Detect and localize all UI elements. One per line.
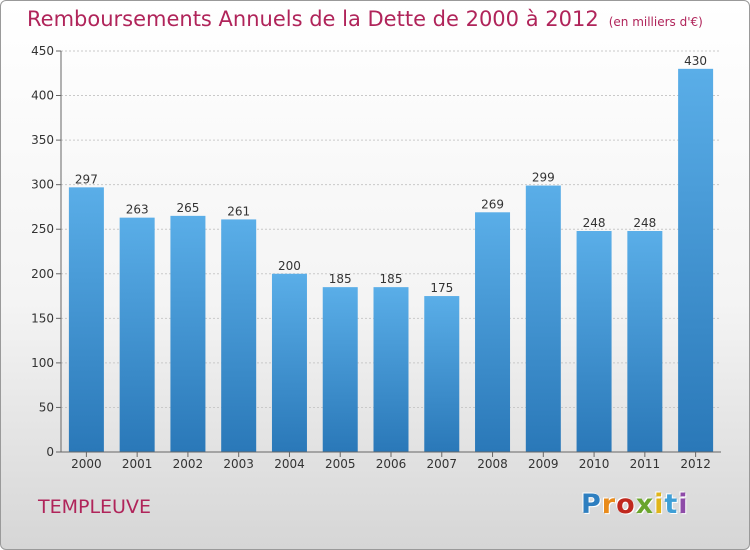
bar-2009 xyxy=(525,185,561,452)
y-tick-label: 200 xyxy=(31,267,54,281)
data-label-2005: 185 xyxy=(329,272,352,286)
bars xyxy=(68,68,714,453)
bar-2007 xyxy=(424,296,460,452)
x-tick-label-2006: 2006 xyxy=(376,457,407,471)
logo-letter: P xyxy=(581,489,602,520)
y-tick-label: 450 xyxy=(31,44,54,58)
commune-name: TEMPLEUVE xyxy=(38,496,151,518)
data-label-2011: 248 xyxy=(633,216,656,230)
x-tick-label-2004: 2004 xyxy=(274,457,305,471)
y-tick-label: 100 xyxy=(31,356,54,370)
data-label-2001: 263 xyxy=(126,203,149,217)
chart-subtitle: (en milliers d'€) xyxy=(608,15,703,29)
data-label-2004: 200 xyxy=(278,259,301,273)
chart-title: Remboursements Annuels de la Dette de 20… xyxy=(27,7,703,31)
y-tick-label: 250 xyxy=(31,222,54,236)
data-label-2003: 261 xyxy=(227,204,250,218)
logo-letter: x xyxy=(635,489,655,520)
logo-letter: r xyxy=(601,489,617,520)
x-tick-label-2011: 2011 xyxy=(630,457,661,471)
bar-2002 xyxy=(170,215,206,452)
x-tick-label-2008: 2008 xyxy=(477,457,508,471)
logo-letter: o xyxy=(616,489,636,520)
x-tick-label-2010: 2010 xyxy=(579,457,610,471)
x-tick-label-2007: 2007 xyxy=(426,457,457,471)
data-label-2012: 430 xyxy=(684,54,707,68)
data-label-2000: 297 xyxy=(75,172,98,186)
data-label-2006: 185 xyxy=(380,272,403,286)
logo-letter: t xyxy=(664,489,679,520)
x-tick-label-2002: 2002 xyxy=(173,457,204,471)
data-label-2002: 265 xyxy=(176,201,199,215)
axes xyxy=(56,50,721,457)
bar-2011 xyxy=(627,231,663,452)
y-tick-label: 300 xyxy=(31,178,54,192)
y-tick-label: 350 xyxy=(31,133,54,147)
x-tick-label-2000: 2000 xyxy=(71,457,102,471)
labels: 0 50 100 150 200 250 300 350 400 450 297 2000 263 200… xyxy=(31,44,711,471)
bar-2000 xyxy=(68,187,104,452)
logo-letter: i xyxy=(654,489,665,520)
data-label-2008: 269 xyxy=(481,197,504,211)
y-tick-label: 400 xyxy=(31,89,54,103)
bar-2003 xyxy=(221,219,257,452)
bar-2004 xyxy=(271,273,307,452)
proxiti-logo: Proxiti xyxy=(581,489,689,520)
y-tick-label: 150 xyxy=(31,311,54,325)
bar-2005 xyxy=(322,287,358,452)
data-label-2009: 299 xyxy=(532,171,555,185)
logo-letter: i xyxy=(678,489,689,520)
bar-2012 xyxy=(678,68,714,453)
chart-title-text: Remboursements Annuels de la Dette de 20… xyxy=(27,7,599,31)
bar-2001 xyxy=(119,217,155,452)
data-label-2007: 175 xyxy=(430,281,453,295)
bar-2006 xyxy=(373,287,409,452)
y-tick-label: 50 xyxy=(39,400,54,414)
data-label-2010: 248 xyxy=(583,216,606,230)
bar-2008 xyxy=(475,212,511,452)
bar-2010 xyxy=(576,231,612,452)
y-tick-label: 0 xyxy=(46,445,54,459)
x-tick-label-2005: 2005 xyxy=(325,457,356,471)
x-tick-label-2001: 2001 xyxy=(122,457,153,471)
x-tick-label-2012: 2012 xyxy=(680,457,711,471)
x-tick-label-2003: 2003 xyxy=(223,457,254,471)
x-tick-label-2009: 2009 xyxy=(528,457,559,471)
